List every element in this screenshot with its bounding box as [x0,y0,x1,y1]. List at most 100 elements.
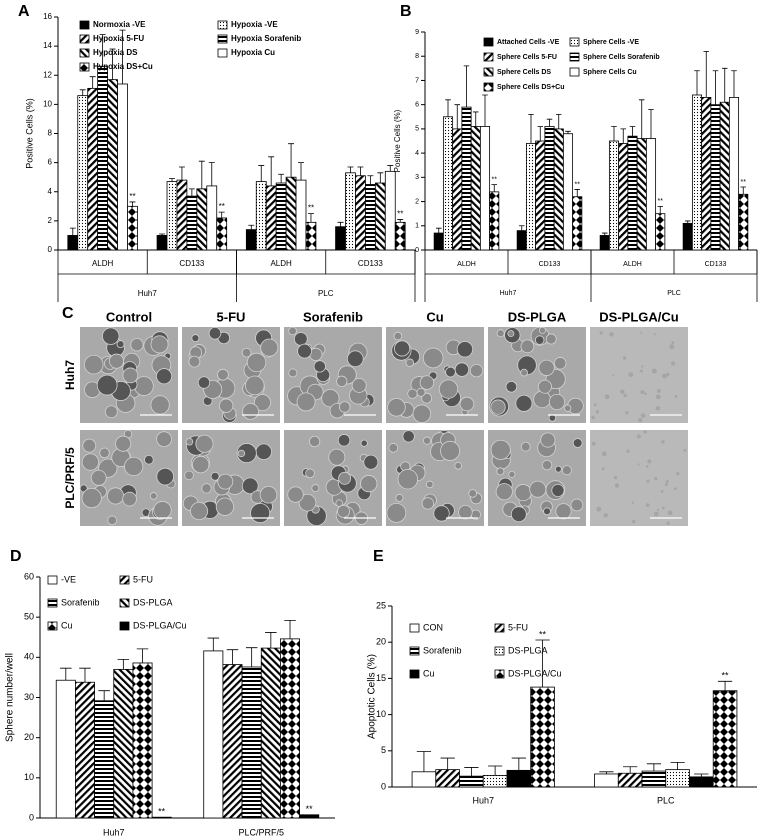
error-bar [565,130,571,134]
cell [671,361,676,366]
bar [166,181,178,251]
significance: ** [219,202,225,211]
error-bar [367,175,374,185]
bar [75,681,95,819]
cell [543,507,551,516]
bar [572,196,583,251]
micrograph [182,326,280,423]
y-tick-label: 15 [376,673,386,683]
micrograph [488,430,586,526]
cell [338,401,351,413]
cell [337,434,351,447]
cell [185,437,194,446]
cell [102,327,120,345]
error-bar [245,647,258,667]
cell [469,363,484,378]
error-bar [611,126,617,141]
cell [671,341,675,344]
cell [646,479,650,483]
cell [538,359,555,376]
cell [422,436,432,445]
bar [77,95,89,251]
cell [321,389,340,408]
bar [127,205,138,251]
cell [640,331,643,334]
group-label: Huh7 [138,289,158,298]
bar [94,700,115,819]
y-tick-label: 6 [48,158,53,167]
micrograph [386,430,484,526]
cell [83,354,104,375]
cell [338,471,352,485]
cell [572,438,583,448]
bar [97,66,108,251]
error-bar [555,113,562,129]
error-bar [463,65,470,108]
y-tick-label: 0 [48,245,53,254]
cell [150,395,170,415]
cell [255,443,272,460]
cell [623,393,627,398]
error-bar [89,76,96,89]
significance: ** [722,671,730,681]
error-bar [454,104,461,129]
cell [636,434,642,439]
cell [561,465,572,476]
cell [645,465,649,468]
significance: ** [397,210,403,219]
cell [297,343,312,359]
column-header: Sorafenib [303,309,363,324]
error-bar [278,173,285,184]
cell [106,487,125,505]
cell [625,411,629,415]
bar [374,182,386,251]
cell [533,390,551,409]
error-bar [178,166,185,181]
legend-swatch [119,598,130,608]
significance: ** [158,807,166,817]
cell [604,394,610,400]
error-bar [99,34,106,67]
x-tick-label: CD133 [358,259,383,268]
x-tick-label: Huh7 [472,795,494,805]
cell [626,449,630,453]
cell [651,368,657,374]
error-bar [684,220,691,224]
error-bar [159,233,166,236]
cell [241,347,252,358]
row-label: Huh7 [63,360,77,390]
error-bar [694,70,700,95]
cell [217,368,229,381]
column-header: Control [106,309,152,324]
cell [116,340,125,349]
cell [508,470,516,478]
cell [674,394,678,398]
column-header: DS-PLGA [508,309,567,324]
legend-swatch [483,37,494,47]
micrograph-background [590,430,688,526]
legend-label: DS-PLGA/Cu [508,668,562,678]
cell [612,374,615,377]
bar [394,221,406,251]
error-bar [703,50,710,98]
cell [253,394,271,412]
error-bar [518,225,525,231]
bar [553,128,564,251]
bar [665,769,690,788]
legend-label: DS-PLGA [508,645,548,655]
cell [386,502,407,523]
cell [534,335,545,345]
legend-label: Sorafenib [61,597,100,607]
cell [296,392,316,412]
error-bar [248,224,255,230]
bar [442,116,454,251]
legend-label: Sphere Cells Sorafenib [583,54,660,61]
error-bar [535,639,550,688]
cell [288,326,297,336]
y-axis-label: Apoptotic Cells (%) [367,654,378,739]
error-bar [397,219,404,223]
error-bar [284,619,296,639]
row-label: PLC/PRF/5 [63,447,77,509]
bar [151,816,172,819]
legend-label: Sphere Cells 5-FU [497,54,557,61]
